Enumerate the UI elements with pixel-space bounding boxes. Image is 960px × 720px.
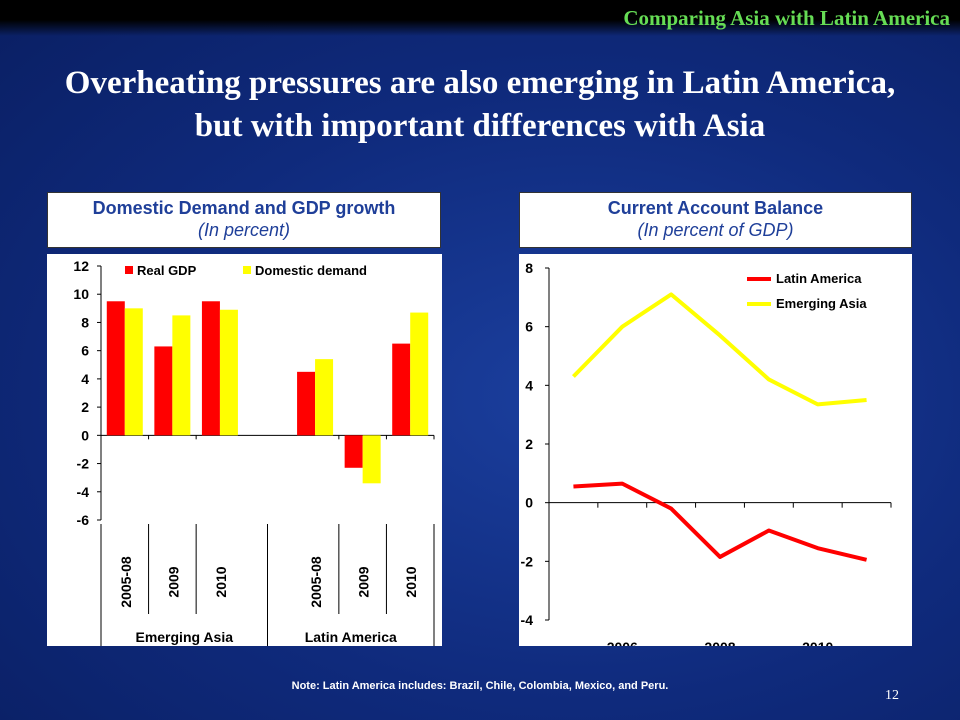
bar-real-gdp <box>154 346 173 436</box>
left-chart-title: Domestic Demand and GDP growth <box>92 198 396 218</box>
x-category-label: 2010 <box>213 566 229 597</box>
right-chart-title: Current Account Balance <box>607 198 824 218</box>
y-tick-label: 4 <box>81 371 89 387</box>
page-number: 12 <box>885 688 899 703</box>
y-tick-label: -6 <box>77 512 90 528</box>
legend-swatch <box>125 266 133 274</box>
bar-domestic-demand <box>219 309 238 436</box>
x-tick-label: 2006 <box>607 639 638 646</box>
x-tick-label: 2008 <box>704 639 735 646</box>
bar-domestic-demand <box>362 435 381 484</box>
bar-real-gdp <box>344 435 363 468</box>
slide-title-line1: Overheating pressures are also emerging … <box>64 65 896 101</box>
y-tick-label: 8 <box>81 314 89 330</box>
footnote: Note: Latin America includes: Brazil, Ch… <box>291 680 669 692</box>
y-tick-label: 10 <box>73 286 89 302</box>
y-tick-label: -4 <box>77 484 90 500</box>
y-tick-label: -4 <box>521 612 534 628</box>
bar-real-gdp <box>106 301 125 436</box>
series-line-emerging-asia <box>571 292 867 407</box>
y-tick-label: 6 <box>81 343 89 359</box>
series-line-latin-america <box>573 481 868 562</box>
current-account-line-chart-svg: -4 -2 0 2 4 6 8 2006 2008 2010 Latin America Emergi… <box>521 260 892 655</box>
y-tick-label: 0 <box>525 495 533 511</box>
top-bar <box>0 0 960 36</box>
left-chart-subtitle: (In percent) <box>197 220 291 240</box>
x-category-label: 2010 <box>403 566 419 597</box>
legend-label: Emerging Asia <box>776 296 867 311</box>
legend-label: Real GDP <box>137 263 197 278</box>
gdp-bar-chart-svg: -6 -4 -2 0 2 4 6 8 10 12 2005-08 2009 2010 2005-08 200… <box>73 258 435 656</box>
bar-domestic-demand <box>172 315 191 436</box>
group-label: Emerging Asia <box>135 629 233 645</box>
bar-real-gdp <box>201 301 220 436</box>
legend-swatch <box>243 266 251 274</box>
right-chart-subtitle: (In percent of GDP) <box>637 220 794 240</box>
bar-domestic-demand <box>315 359 334 436</box>
y-tick-label: -2 <box>77 456 90 472</box>
y-tick-label: -2 <box>521 553 534 569</box>
slide-title: Overheating pressures are also emerging … <box>20 62 940 148</box>
y-tick-label: 12 <box>73 258 89 274</box>
left-chart-title-box: Domestic Demand and GDP growth (In perce… <box>47 192 441 248</box>
legend-label: Domestic demand <box>255 263 367 278</box>
x-tick-label: 2010 <box>802 639 833 646</box>
y-tick-label: 8 <box>525 260 533 276</box>
x-category-label: 2009 <box>356 566 372 597</box>
y-tick-label: 2 <box>81 399 89 415</box>
y-tick-label: 0 <box>81 427 89 443</box>
y-tick-label: 2 <box>525 436 533 452</box>
y-tick-label: 6 <box>525 319 533 335</box>
bar-domestic-demand <box>124 308 143 436</box>
legend-label: Latin America <box>776 271 862 286</box>
slide-title-line2: but with important differences with Asia <box>194 108 766 144</box>
gdp-bar-chart: -6 -4 -2 0 2 4 6 8 10 12 2005-08 2009 2010 2005-08 200… <box>47 254 442 656</box>
x-category-label: 2005-08 <box>308 556 324 608</box>
current-account-line-chart: -4 -2 0 2 4 6 8 2006 2008 2010 Latin America Emergi… <box>519 254 912 655</box>
x-category-label: 2005-08 <box>118 556 134 608</box>
bar-domestic-demand <box>410 312 429 436</box>
bar-real-gdp <box>297 371 316 436</box>
right-chart-title-box: Current Account Balance (In percent of G… <box>519 192 912 248</box>
bar-real-gdp <box>392 343 411 436</box>
section-label: Comparing Asia with Latin America <box>623 6 950 30</box>
y-tick-label: 4 <box>525 377 533 393</box>
x-category-label: 2009 <box>165 566 181 597</box>
group-label: Latin America <box>305 629 397 645</box>
